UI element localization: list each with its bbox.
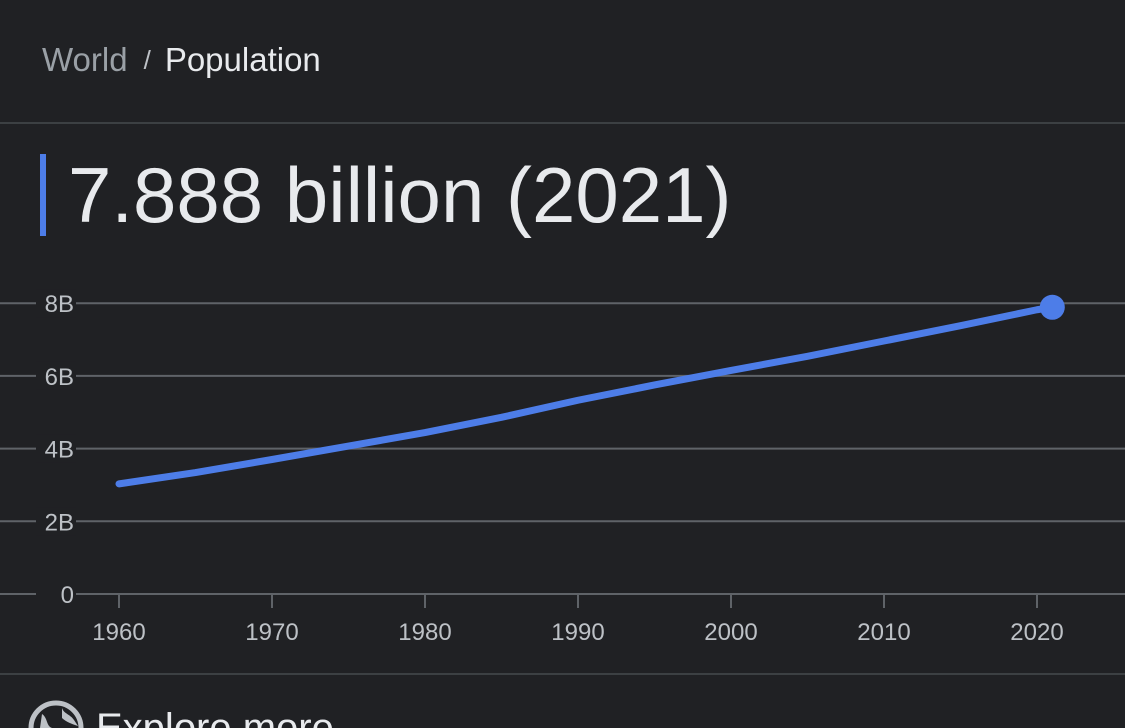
breadcrumb-current: Population	[164, 41, 321, 78]
population-line-chart[interactable]: 0 2B 4B 6B 8B 1960 1970 1980 1990 2000 2010 2020	[0, 270, 1125, 650]
explore-more-label: Explore more	[96, 705, 334, 728]
top-divider	[0, 122, 1125, 124]
y-tick-label-bg	[36, 289, 76, 318]
x-tick-label-2010: 2010	[857, 619, 910, 646]
y-tick-label-bg	[36, 361, 76, 390]
x-tick-label-2000: 2000	[704, 619, 757, 646]
y-tick-label-bg	[36, 434, 76, 463]
x-tick-label-1970: 1970	[245, 619, 298, 646]
x-tick-label-1990: 1990	[551, 619, 604, 646]
globe-icon	[28, 700, 84, 728]
breadcrumb-separator: /	[143, 45, 151, 75]
breadcrumb: World / Population	[42, 40, 321, 82]
population-series-line	[115, 303, 1056, 488]
y-tick-label-8B: 8B	[45, 291, 74, 318]
y-tick-label-2B: 2B	[45, 509, 74, 536]
y-tick-label-6B: 6B	[45, 364, 74, 391]
y-tick-label-bg	[36, 580, 76, 608]
headline: 7.888 billion (2021)	[40, 150, 731, 240]
headline-accent-bar	[40, 154, 46, 236]
latest-data-point[interactable]	[1039, 294, 1065, 320]
explore-more-button[interactable]: Explore more	[28, 700, 334, 728]
bottom-divider	[0, 673, 1125, 675]
breadcrumb-world-link[interactable]: World	[42, 41, 128, 78]
y-tick-label-4B: 4B	[45, 437, 74, 464]
y-tick-label-0: 0	[61, 582, 74, 609]
y-tick-label-bg	[36, 507, 76, 536]
x-tick-label-1960: 1960	[92, 619, 145, 646]
x-tick-label-2020: 2020	[1010, 619, 1063, 646]
headline-value: 7.888 billion (2021)	[68, 151, 732, 239]
x-tick-label-1980: 1980	[398, 619, 451, 646]
